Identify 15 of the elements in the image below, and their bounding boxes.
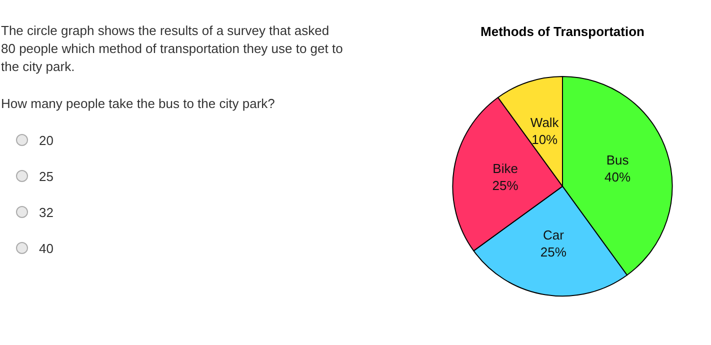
slice-label: Car [542, 227, 565, 242]
slice-label: Walk [530, 115, 560, 130]
data-label: 40% [604, 169, 632, 184]
text: How many people take the bus to the city park? [1, 96, 276, 111]
text: 25 [39, 168, 54, 184]
data-label: 25% [492, 178, 519, 194]
text: 32 [39, 204, 54, 220]
slice-label: Bike [492, 161, 518, 176]
text: The circle graph shows the results of a survey that asked 80 people which method of transportation they use to get to the city park. [1, 22, 344, 76]
text: 40 [39, 240, 54, 256]
data-label: 10% [532, 132, 558, 148]
chart-title: Methods of Transportation [480, 24, 645, 39]
slice-label: Bus [606, 152, 630, 168]
text: 20 [39, 132, 54, 148]
data-label: 25% [540, 244, 567, 260]
